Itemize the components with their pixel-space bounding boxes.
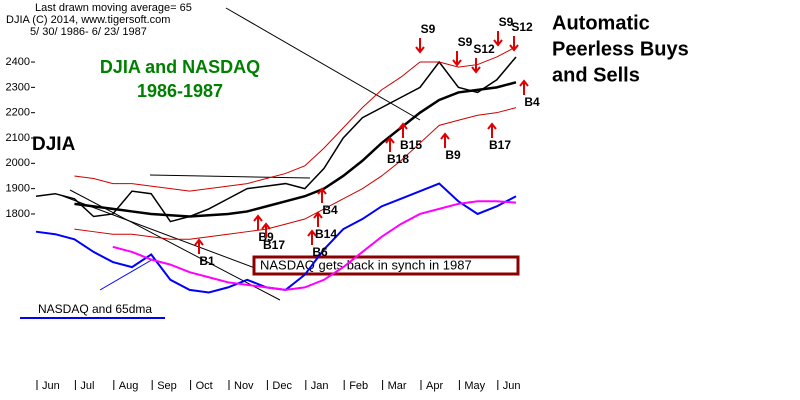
y-tick-label: 2300 xyxy=(6,81,30,93)
signal-label: B4 xyxy=(322,203,338,217)
annotation: and Sells xyxy=(552,64,640,86)
signal-arrowhead xyxy=(519,79,529,87)
chart-title: DJIA and NASDAQ xyxy=(100,57,260,77)
x-tick-label: Aug xyxy=(119,380,139,392)
y-tick-label: 2100 xyxy=(6,132,30,144)
series-line xyxy=(74,81,517,218)
pointer-line xyxy=(99,257,156,291)
y-tick-label: 2200 xyxy=(6,107,30,119)
series-line xyxy=(74,46,517,192)
annotation: NASDAQ gets back in synch in 1987 xyxy=(260,257,472,272)
signal-arrowhead xyxy=(317,187,327,195)
signal-arrowhead xyxy=(440,132,450,140)
x-tick-label: Jun xyxy=(42,380,60,392)
signal-arrowhead xyxy=(261,222,271,230)
y-tick-label: 2400 xyxy=(6,56,30,68)
signal-arrowhead xyxy=(398,122,408,130)
signal-arrowhead xyxy=(415,46,425,54)
x-tick-label: Oct xyxy=(196,380,213,392)
x-tick-label: Jun xyxy=(503,380,521,392)
signal-arrowhead xyxy=(509,44,519,52)
signal-label: B4 xyxy=(524,95,540,109)
signal-label: B1 xyxy=(199,254,215,268)
signal-arrowhead xyxy=(471,66,481,74)
pointer-line xyxy=(225,7,421,121)
signal-arrowhead xyxy=(452,59,462,67)
series-line xyxy=(74,107,517,240)
x-tick-label: Dec xyxy=(272,380,292,392)
signal-label: B15 xyxy=(400,138,422,152)
annotation: DJIA xyxy=(32,134,76,155)
signal-label: B14 xyxy=(315,227,337,241)
signal-label: B18 xyxy=(387,152,409,166)
signal-label: S12 xyxy=(511,20,533,34)
signal-arrowhead xyxy=(253,214,263,222)
x-tick-label: Mar xyxy=(388,380,407,392)
signal-label: S12 xyxy=(473,42,495,56)
annotation: Automatic xyxy=(552,12,650,34)
y-tick-label: 1800 xyxy=(6,208,30,220)
signal-label: S9 xyxy=(421,22,436,36)
trend-line xyxy=(149,174,311,179)
annotation: Peerless Buys xyxy=(552,38,689,60)
signal-arrowhead xyxy=(307,229,317,237)
header-line: Last drawn moving average= 65 xyxy=(35,2,192,14)
signal-arrowhead xyxy=(487,122,497,130)
signal-label: B17 xyxy=(263,238,285,252)
signal-label: B6 xyxy=(312,245,328,259)
x-tick-label: Sep xyxy=(157,380,177,392)
chart-subtitle: 1986-1987 xyxy=(137,81,223,101)
signal-arrowhead xyxy=(493,39,503,47)
x-tick-label: Jan xyxy=(311,380,329,392)
x-tick-label: May xyxy=(464,380,485,392)
signal-arrowhead xyxy=(385,136,395,144)
x-tick-label: Nov xyxy=(234,380,254,392)
header-line: DJIA (C) 2014, www.tigersoft.com xyxy=(6,14,170,26)
x-tick-label: Jul xyxy=(80,380,94,392)
y-tick-label: 2000 xyxy=(6,157,30,169)
signal-arrowhead xyxy=(313,211,323,219)
x-tick-label: Apr xyxy=(426,380,443,392)
signal-label: S9 xyxy=(499,15,514,29)
signal-label: B17 xyxy=(489,138,511,152)
header-line: 5/ 30/ 1986- 6/ 23/ 1987 xyxy=(30,26,147,38)
annotation: NASDAQ and 65dma xyxy=(38,302,152,316)
note-box xyxy=(252,255,520,276)
signal-label: B9 xyxy=(445,148,461,162)
y-tick-label: 1900 xyxy=(6,183,30,195)
series-line xyxy=(112,200,517,291)
x-tick-label: Feb xyxy=(349,380,368,392)
signal-label: S9 xyxy=(458,35,473,49)
signal-arrowhead xyxy=(194,238,204,246)
